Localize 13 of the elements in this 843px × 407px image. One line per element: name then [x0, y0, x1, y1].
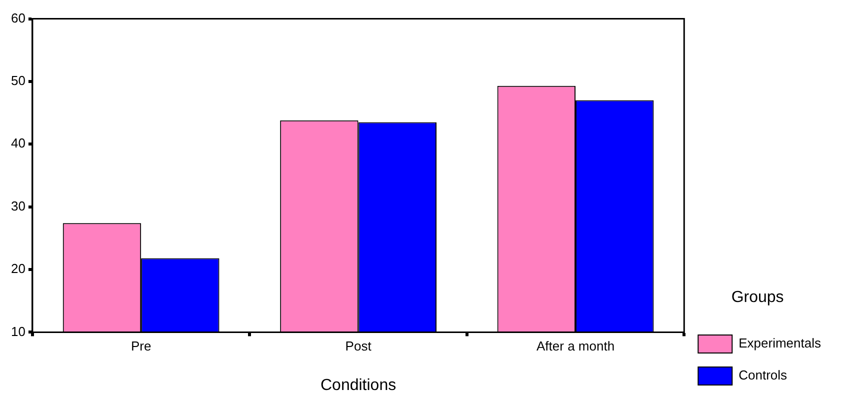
x-tick-label: Post: [345, 338, 372, 354]
x-tick-label: Pre: [130, 338, 152, 354]
x-axis-title: Conditions: [320, 376, 396, 394]
x-tick-label: After a month: [536, 338, 615, 354]
legend-label: Experimentals: [738, 336, 822, 351]
y-tick-label: 30: [10, 198, 26, 214]
legend-title: Groups: [731, 289, 784, 306]
y-tick-label: 60: [10, 10, 26, 26]
legend-label: Controls: [738, 368, 788, 383]
y-tick-label: 10: [10, 324, 26, 339]
y-tick-label: 20: [10, 261, 26, 276]
y-tick-label: 50: [10, 73, 26, 88]
y-tick-label: 40: [10, 136, 26, 151]
